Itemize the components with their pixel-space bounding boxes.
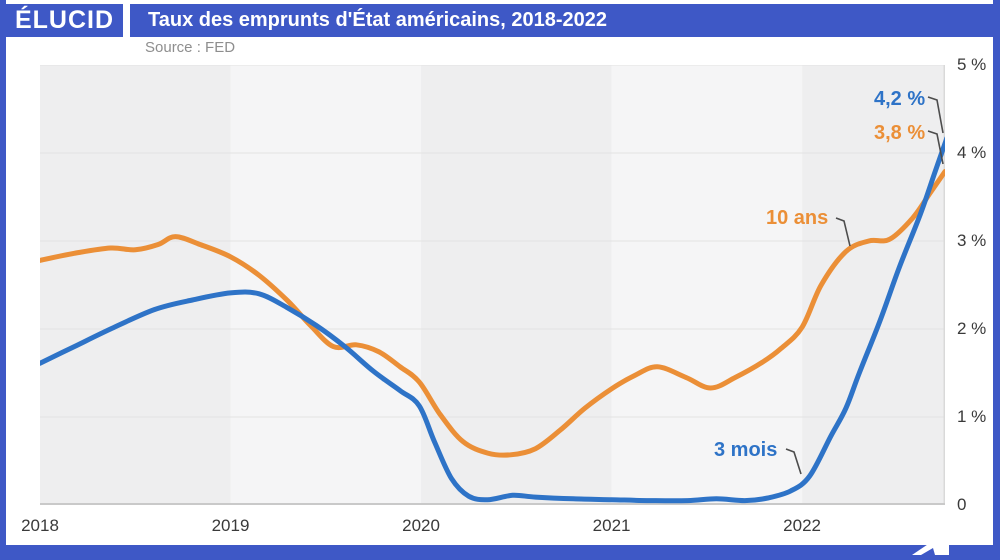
leader-line-rate-3m-end [927, 96, 944, 134]
series-label-10y-label: 10 ans [766, 207, 829, 229]
elucid-logo: ÉLUCID [14, 6, 115, 34]
x-axis-label: 2022 [783, 516, 821, 535]
y-axis-label: 3 % [957, 231, 987, 250]
left-border-strip [0, 0, 6, 560]
page-title: Taux des emprunts d'État américains, 201… [148, 9, 608, 31]
series-line-3-mois [40, 136, 945, 504]
elucid-arrow-icon [912, 530, 949, 555]
leader-line-series-label-3m [785, 448, 802, 475]
header-title-bar: Taux des emprunts d'État américains, 201… [130, 4, 1000, 37]
x-axis-label: 2019 [211, 516, 250, 535]
x-axis-label: 2018 [21, 516, 59, 535]
y-axis-label: 4 % [957, 143, 987, 162]
footer-bar: www.elucid.media [0, 545, 1000, 560]
series-label-3m-label: 3 mois [714, 439, 778, 461]
year-band [611, 65, 803, 505]
leader-line-rate-10y-end [927, 130, 944, 165]
leader-line-series-label-10y [835, 217, 851, 247]
year-band [421, 65, 612, 505]
y-axis-label: 2 % [957, 319, 987, 338]
source-note: Source : FED [145, 39, 236, 56]
year-band [230, 65, 422, 505]
year-band [40, 65, 231, 505]
year-band [802, 65, 945, 505]
elucid-logo-block: ÉLUCID [6, 4, 123, 37]
x-axis-label: 2021 [592, 516, 631, 535]
y-axis-label: 0 [957, 495, 967, 514]
y-axis-label: 5 % [957, 55, 987, 74]
rate-10y-end-label: 3,8 % [874, 122, 926, 144]
rate-3m-end-label: 4,2 % [874, 88, 926, 110]
series-line-10-ans [40, 169, 945, 458]
y-axis-label: 1 % [957, 407, 987, 426]
line-chart [40, 65, 945, 505]
right-border-strip [993, 0, 1000, 560]
x-axis-label: 2020 [402, 516, 440, 535]
